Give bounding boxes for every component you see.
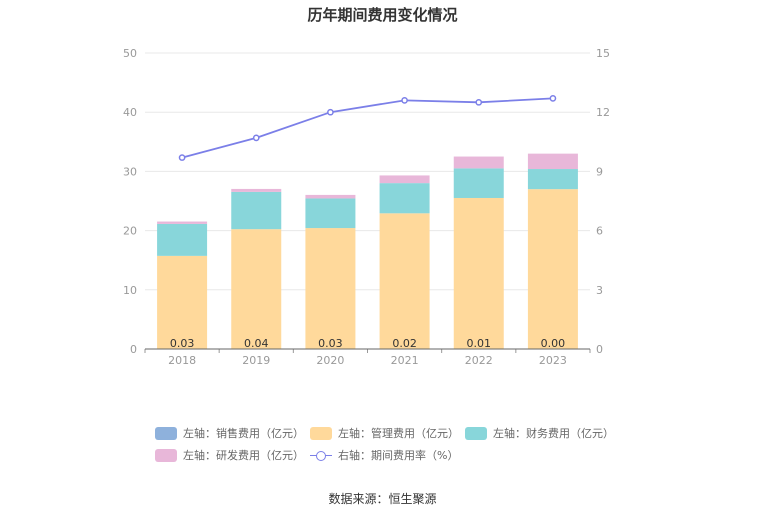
legend-item-sales[interactable]: 左轴：销售费用（亿元） [155,425,304,441]
left-axis-tick-label: 10 [123,284,137,297]
bar-rnd-2021 [379,175,430,184]
bar-finance-2022 [453,168,504,198]
x-axis-tick-label: 2019 [242,354,270,367]
rate-point [401,97,408,104]
left-axis-tick-label: 50 [123,47,137,60]
bar-rnd-2022 [453,156,504,169]
bar-rnd-2023 [527,153,578,170]
x-axis-tick-label: 2022 [465,354,493,367]
x-axis-tick-label: 2018 [168,354,196,367]
bar-finance-2020 [305,198,356,229]
bar-admin-2023 [527,189,578,349]
legend-item-admin[interactable]: 左轴：管理费用（亿元） [310,425,459,441]
left-axis-tick-label: 20 [123,225,137,238]
legend-label-rate: 右轴：期间费用率（%） [338,449,459,462]
right-axis-tick-label: 3 [596,284,603,297]
rate-point [475,98,483,106]
data-label-sales: 0.03 [170,337,195,350]
x-axis-tick-label: 2020 [316,354,344,367]
right-axis-tick-label: 15 [596,47,610,60]
bar-rnd-2019 [231,188,282,192]
rate-point [178,154,186,161]
legend-swatch-rnd [155,448,177,462]
bar-rnd-2020 [305,194,356,199]
bar-finance-2019 [231,191,282,230]
bar-admin-2022 [453,197,504,349]
data-label-sales: 0.03 [318,337,343,350]
bar-admin-2018 [157,255,208,349]
data-label-sales: 0.01 [467,337,492,350]
left-axis-tick-label: 30 [123,165,137,178]
bar-admin-2019 [231,229,282,349]
left-axis-tick-label: 0 [130,343,137,356]
bar-admin-2021 [379,213,430,349]
data-source-note: 数据来源：恒生聚源 [328,492,437,506]
legend-label-sales: 左轴：销售费用（亿元） [183,427,304,440]
legend-swatch-rate [310,449,332,462]
right-axis-tick-label: 0 [596,343,603,356]
chart-plot: 0 10 20 30 40 50 0 3 6 9 12 15 2018 2019 2020 2021 2022 2… [123,47,610,367]
rate-point [252,134,260,142]
data-label-sales: 0.04 [244,337,269,350]
bar-finance-2021 [379,183,430,214]
legend-swatch-sales [155,426,177,440]
data-label-sales: 0.02 [392,337,417,350]
right-axis-tick-label: 6 [596,225,603,238]
data-label-sales: 0.00 [541,337,566,350]
rate-point [549,95,557,102]
legend-swatch-admin [310,426,332,440]
rate-point [327,108,334,116]
right-axis-tick-label: 9 [596,165,603,178]
x-axis-tick-label: 2023 [539,354,567,367]
legend-label-finance: 左轴：财务费用（亿元） [493,427,614,440]
bar-finance-2018 [157,223,208,256]
legend-swatch-finance [465,426,487,440]
right-axis-tick-label: 12 [596,106,610,119]
legend-item-rnd[interactable]: 左轴：研发费用（亿元） [155,447,304,463]
x-axis-tick-label: 2021 [391,354,419,367]
chart-title: 历年期间费用变化情况 [307,6,458,24]
bar-admin-2020 [305,228,356,349]
rate-line [181,97,553,159]
bar-finance-2023 [527,169,578,190]
legend-item-rate[interactable]: 右轴：期间费用率（%） [310,447,458,463]
legend-label-rnd: 左轴：研发费用（亿元） [183,449,304,462]
legend-label-admin: 左轴：管理费用（亿元） [338,427,459,440]
legend-item-finance[interactable]: 左轴：财务费用（亿元） [465,425,614,441]
left-axis-tick-label: 40 [123,106,137,119]
bar-rnd-2018 [157,221,208,224]
